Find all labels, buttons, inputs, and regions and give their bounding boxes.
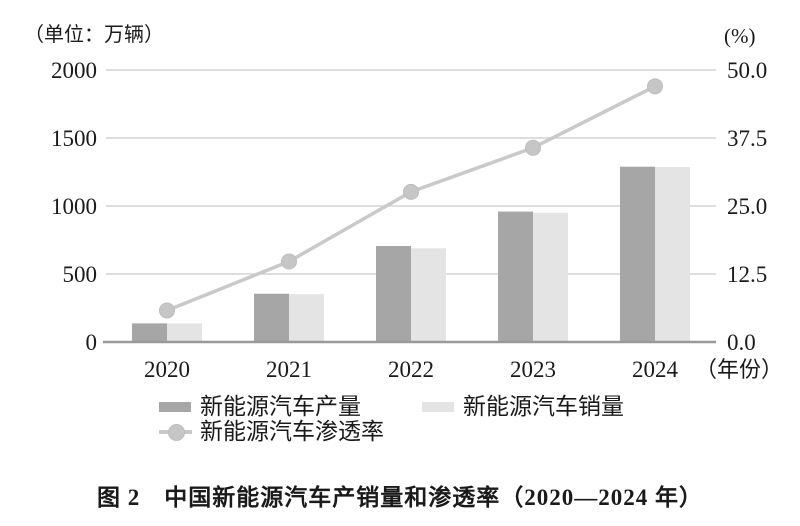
- penetration-marker-2024: [647, 78, 663, 95]
- bar-production-2020: [132, 323, 167, 342]
- left-axis-tick-label: 500: [63, 262, 98, 287]
- figure-caption: 图 2 中国新能源汽车产销量和渗透率（2020—2024 年）: [97, 485, 703, 510]
- penetration-line-swatch: [159, 424, 192, 441]
- legend-row-2: 新能源汽车渗透率: [159, 419, 384, 445]
- bar-production-2021: [254, 293, 289, 342]
- legend-label-sales: 新能源汽车销量: [463, 394, 624, 419]
- penetration-marker-2021: [281, 253, 297, 270]
- right-axis-tick-label: 0.0: [727, 330, 756, 355]
- bar-sales-2021: [289, 294, 324, 342]
- production-bar-swatch: [159, 402, 191, 412]
- penetration-marker-2022: [403, 183, 419, 200]
- bar-production-2024: [620, 166, 655, 342]
- left-axis-tick-label: 1000: [51, 194, 97, 219]
- x-axis-label-2024: 2024: [632, 357, 679, 382]
- legend-row-1: 新能源汽车产量 新能源汽车销量: [159, 394, 624, 420]
- right-axis-unit-label: (%): [724, 24, 756, 48]
- bar-sales-2022: [411, 248, 446, 342]
- left-axis-tick-label: 0: [86, 330, 98, 355]
- bar-production-2023: [498, 211, 533, 342]
- bar-sales-2024: [655, 166, 690, 342]
- legend-label-production: 新能源汽车产量: [200, 394, 361, 419]
- legend-label-penetration: 新能源汽车渗透率: [200, 419, 384, 444]
- x-axis-label-2023: 2023: [510, 357, 556, 382]
- right-axis-tick-label: 12.5: [727, 262, 767, 287]
- penetration-marker-2020: [159, 302, 175, 319]
- legend-item-penetration: 新能源汽车渗透率: [159, 419, 384, 445]
- x-axis-suffix-label: （年份）: [695, 357, 783, 382]
- penetration-marker-icon: [168, 424, 185, 441]
- x-axis-label-2021: 2021: [266, 357, 312, 382]
- right-axis-tick-label: 37.5: [727, 126, 767, 151]
- bar-production-2022: [376, 245, 411, 342]
- right-axis-tick-label: 25.0: [727, 194, 767, 219]
- left-axis-tick-label: 1500: [51, 126, 97, 151]
- legend-item-sales: 新能源汽车销量: [422, 394, 624, 420]
- chart-plot: 2000 50.0 1500 37.5 1000 25.0 500 12.5 0 0.0 2020 2…: [51, 58, 783, 382]
- bar-sales-2023: [533, 212, 568, 342]
- penetration-marker-2023: [525, 139, 541, 156]
- sales-bar-swatch: [422, 402, 454, 412]
- right-axis-tick-label: 50.0: [727, 58, 767, 83]
- legend-item-production: 新能源汽车产量: [159, 394, 422, 420]
- bar-sales-2020: [167, 323, 202, 342]
- x-axis-label-2020: 2020: [144, 357, 190, 382]
- left-axis-unit-label: （单位：万辆）: [24, 24, 164, 46]
- x-axis-label-2022: 2022: [388, 357, 434, 382]
- left-axis-tick-label: 2000: [51, 58, 97, 83]
